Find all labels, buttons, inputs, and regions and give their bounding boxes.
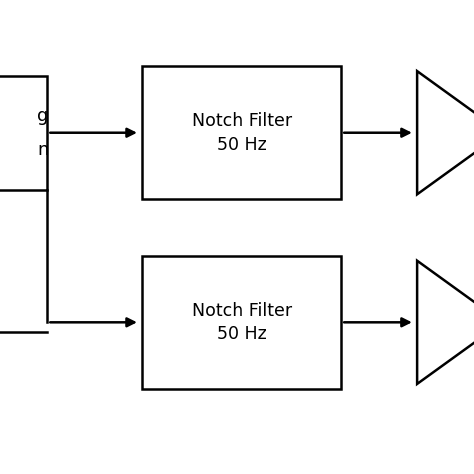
Polygon shape [417,71,474,194]
Bar [142,66,341,199]
Text: g: g [37,107,48,125]
Text: n: n [37,141,48,159]
Text: Notch Filter
50 Hz: Notch Filter 50 Hz [191,301,292,343]
Bar [142,256,341,389]
Text: Notch Filter
50 Hz: Notch Filter 50 Hz [191,112,292,154]
Polygon shape [417,261,474,384]
Bar [0,76,47,190]
